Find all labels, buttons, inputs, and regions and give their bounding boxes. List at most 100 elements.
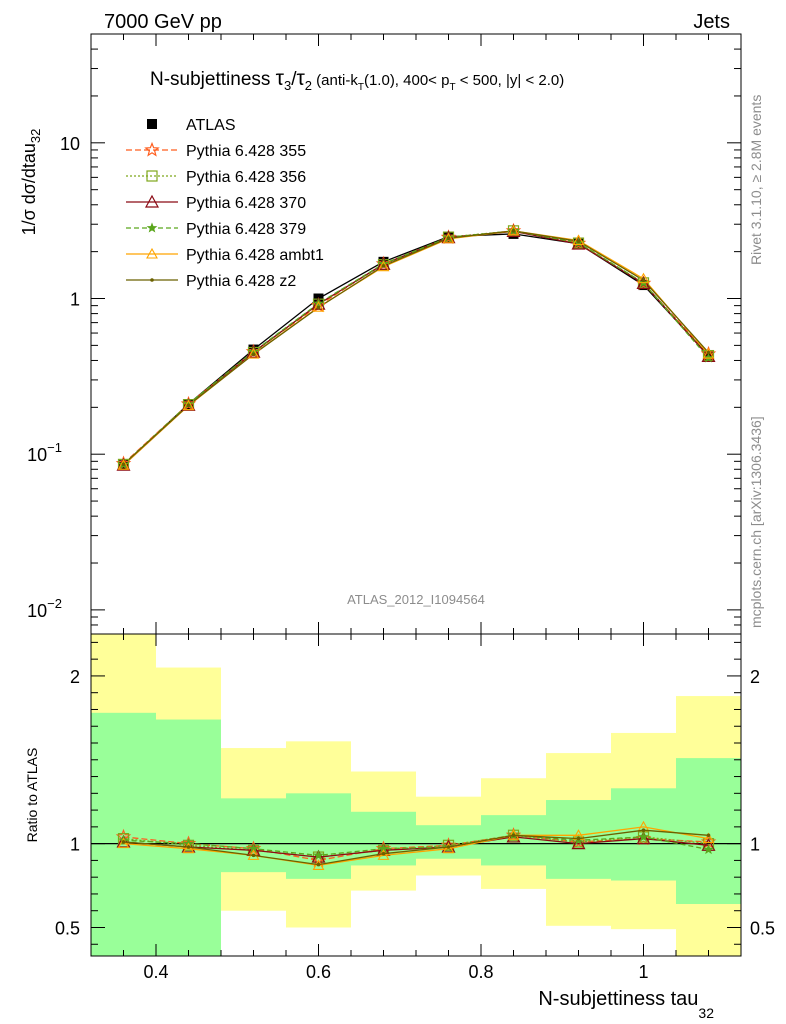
- data-point: [572, 234, 585, 246]
- x-tick-label: 0.4: [143, 962, 168, 982]
- ratio-point: [636, 831, 651, 845]
- data-point: [446, 236, 451, 240]
- data-point: [637, 272, 650, 284]
- ratio-point: [446, 845, 451, 849]
- series-line: [123, 230, 709, 465]
- legend-label: Pythia 6.428 379: [186, 221, 306, 238]
- y-tick-label: 10−1: [27, 440, 62, 465]
- ratio-point: [182, 842, 195, 854]
- data-point: [576, 239, 581, 244]
- ratio-series-line: [123, 826, 709, 867]
- main-plot: [115, 222, 717, 471]
- ratio-point: [571, 836, 586, 850]
- ratio-y-tick-label: 1: [70, 835, 80, 855]
- ratio-point: [311, 849, 326, 863]
- ratio-point: [507, 829, 520, 840]
- legend-label: Pythia 6.428 370: [186, 195, 306, 212]
- ratio-point: [117, 837, 130, 849]
- data-point: [182, 399, 195, 411]
- ratio-point: [511, 833, 516, 838]
- xlabel: N-subjettiness tau32: [538, 988, 714, 1021]
- ratio-point: [312, 859, 325, 870]
- data-point: [706, 350, 711, 355]
- data-point: [312, 301, 325, 312]
- ratio-point: [703, 843, 714, 855]
- ratio-point: [381, 851, 386, 856]
- ratio-point: [706, 833, 711, 838]
- ratio-y-tick-label-right: 2: [750, 667, 760, 687]
- analysis-id: ATLAS_2012_I1094564: [347, 592, 485, 607]
- legend-label: ATLAS: [186, 117, 236, 134]
- y-tick-label: 10−2: [27, 596, 62, 621]
- ratio-point: [377, 849, 390, 860]
- x-tick-label: 0.6: [306, 962, 331, 982]
- legend-marker: [146, 170, 158, 182]
- ratio-point: [638, 831, 649, 842]
- header-right: Jets: [693, 11, 730, 33]
- rivet-label: Rivet 3.1.10, ≥ 2.8M events: [748, 95, 764, 265]
- data-point: [507, 224, 520, 236]
- data-point: [247, 347, 260, 359]
- data-point: [641, 278, 646, 283]
- data-point: [511, 229, 516, 233]
- data-point: [571, 236, 586, 250]
- legend-label: Pythia 6.428 z2: [186, 273, 296, 290]
- legend-marker: [146, 222, 158, 233]
- ratio-y-tick-label: 0.5: [55, 918, 80, 938]
- data-point: [701, 349, 716, 362]
- data-point: [381, 264, 386, 268]
- ratio-series-line: [123, 834, 709, 857]
- data-point: [251, 352, 256, 357]
- band-inner-bin: [221, 798, 286, 873]
- data-point: [117, 459, 130, 470]
- ratio-y-tick-label-right: 0.5: [750, 918, 775, 938]
- legend-label: Pythia 6.428 355: [186, 143, 306, 160]
- legend-label: Pythia 6.428 356: [186, 169, 306, 186]
- data-point: [181, 398, 196, 411]
- ratio-series-line: [123, 829, 709, 866]
- legend-marker: [146, 247, 158, 259]
- legend-marker: [144, 194, 160, 208]
- ratio-plot: [91, 634, 741, 956]
- legend-marker: [147, 119, 157, 129]
- ratio-point: [116, 834, 131, 848]
- legend-label: Pythia 6.428 ambt1: [186, 247, 324, 264]
- data-point: [121, 462, 126, 467]
- ylabel-ratio: Ratio to ATLAS: [24, 748, 40, 843]
- ratio-point: [702, 832, 715, 844]
- data-point: [442, 232, 455, 244]
- ratio-series-line: [123, 834, 709, 862]
- ratio-point: [121, 840, 126, 844]
- ratio-point: [316, 862, 321, 867]
- y-tick-label: 1: [70, 290, 80, 310]
- ratio-point: [442, 842, 455, 854]
- ratio-series-line: [123, 834, 709, 858]
- data-point: [186, 403, 191, 408]
- legend-marker: [150, 278, 154, 282]
- axes: 0.4 0.6 0.8 1 10 1 10−1 10−2 0.5 0.5 1 1 2 2: [27, 33, 775, 982]
- data-point: [377, 260, 390, 272]
- header-left: 7000 GeV pp: [104, 11, 222, 33]
- ratio-y-tick-label-right: 1: [750, 835, 760, 855]
- ratio-y-tick-label: 2: [70, 667, 80, 687]
- band-inner-bin: [676, 758, 741, 905]
- data-point: [316, 305, 321, 310]
- ratio-point: [313, 849, 324, 860]
- ratio-point: [251, 853, 256, 858]
- plot-title: N-subjettiness τ3/τ2 (anti-kT(1.0), 400<…: [150, 67, 564, 93]
- x-tick-label: 0.8: [468, 962, 493, 982]
- ratio-series-line: [123, 836, 709, 858]
- legend: ATLAS Pythia 6.428 355 Pythia 6.428 356 Pyt…: [126, 117, 324, 290]
- ratio-point: [576, 836, 581, 841]
- mcplots-label: mcplots.cern.ch [arXiv:1306.3436]: [748, 416, 764, 628]
- ylabel-main: 1/σ dσ/dtau32: [19, 129, 43, 236]
- series-line: [123, 230, 709, 465]
- x-tick-label: 1: [638, 962, 648, 982]
- band-inner-bin: [351, 811, 416, 866]
- data-point: [702, 347, 715, 359]
- band-inner-bin: [91, 712, 156, 956]
- ratio-point: [641, 828, 646, 833]
- legend-marker: [144, 141, 160, 157]
- y-tick-label: 10: [60, 134, 80, 154]
